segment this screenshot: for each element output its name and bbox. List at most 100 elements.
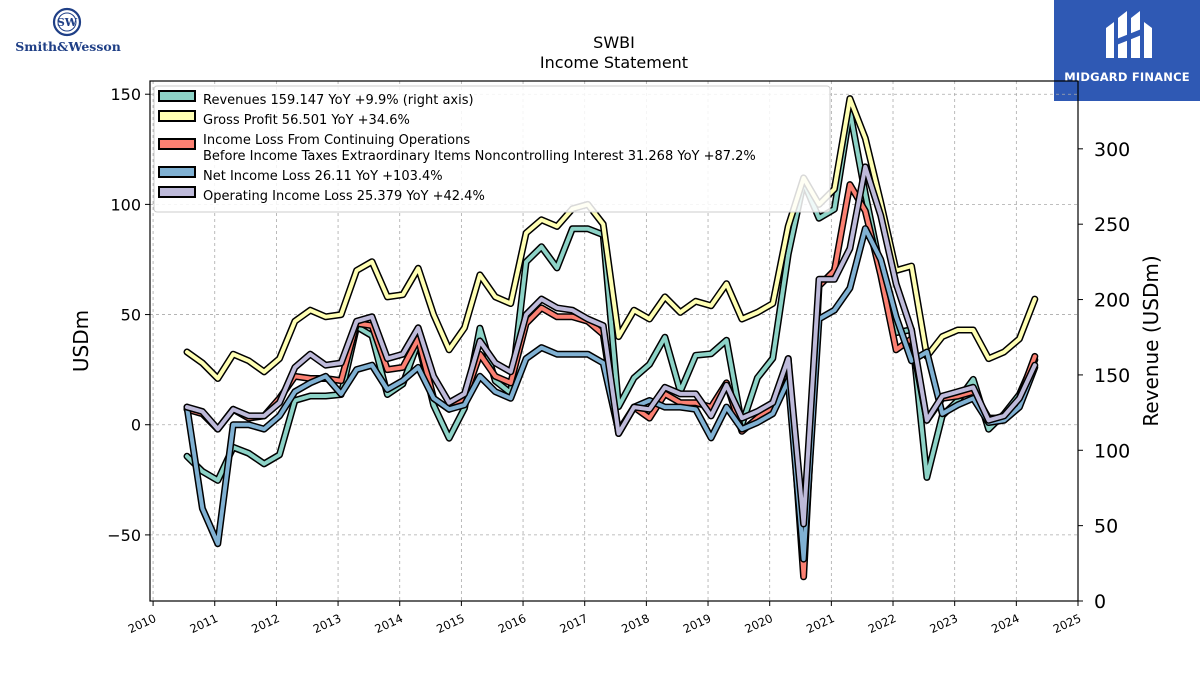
data-point <box>540 246 543 248</box>
data-point <box>895 349 897 351</box>
data-point <box>402 379 404 382</box>
plot-frame <box>149 80 1079 602</box>
data-point <box>1034 364 1036 367</box>
data-point <box>987 428 990 431</box>
smith-wesson-logo: SW Smith&Wesson <box>8 6 128 56</box>
data-point <box>879 214 882 217</box>
data-point <box>509 397 512 400</box>
data-point <box>772 412 774 415</box>
svg-text:SW: SW <box>57 16 78 29</box>
data-point <box>494 362 497 364</box>
x-tick-label: 2023 <box>927 611 959 636</box>
data-point <box>849 247 851 250</box>
data-point <box>633 377 635 379</box>
x-tick-label: 2010 <box>126 611 158 636</box>
data-point <box>402 353 404 356</box>
data-point <box>540 298 543 300</box>
data-point <box>509 371 512 373</box>
data-point <box>957 390 959 393</box>
data-point <box>278 401 281 404</box>
data-point <box>525 261 527 263</box>
data-point <box>818 217 820 219</box>
data-point <box>371 364 373 367</box>
data-point <box>710 415 712 417</box>
data-point <box>386 388 389 391</box>
data-point <box>849 97 851 100</box>
data-point <box>463 404 466 406</box>
midgard-logo-text: MIDGARD FINANCE <box>1064 70 1190 84</box>
legend-swatch <box>158 138 196 150</box>
data-point <box>633 309 635 312</box>
data-point <box>417 366 420 369</box>
legend-label: Before Income Taxes Extraordinary Items … <box>203 149 756 164</box>
data-point <box>432 397 435 400</box>
data-point <box>232 423 234 426</box>
data-point <box>879 274 882 276</box>
data-point <box>525 313 527 316</box>
data-point <box>926 351 928 353</box>
data-point <box>910 360 913 362</box>
data-point <box>494 296 497 298</box>
data-point <box>648 363 651 366</box>
data-point <box>864 166 867 168</box>
data-point <box>833 208 836 210</box>
data-point <box>294 366 296 369</box>
legend-label: Gross Profit 56.501 YoY +34.6% <box>203 113 410 128</box>
data-point <box>910 265 913 267</box>
data-point <box>664 296 666 298</box>
data-point <box>957 329 959 331</box>
data-point <box>602 362 604 364</box>
y-axis-label: USDm <box>69 310 93 372</box>
data-point <box>371 260 373 263</box>
data-point <box>263 371 265 373</box>
data-point <box>355 320 358 323</box>
data-point <box>679 401 682 404</box>
data-point <box>232 353 234 356</box>
midgard-finance-logo: MIDGARD FINANCE <box>1054 0 1200 101</box>
y-tick-label: 100 <box>110 195 141 214</box>
data-point <box>1003 351 1005 353</box>
data-point <box>525 232 527 234</box>
legend-label: Operating Income Loss 25.379 YoY +42.4% <box>203 189 485 204</box>
y2-tick-label: 100 <box>1094 440 1130 462</box>
data-point <box>725 406 728 408</box>
data-point <box>355 368 358 371</box>
data-point <box>556 225 558 228</box>
data-point <box>463 327 466 329</box>
data-point <box>556 267 558 269</box>
legend-swatch <box>158 90 196 102</box>
data-point <box>217 479 219 482</box>
data-point <box>386 393 389 396</box>
data-point <box>926 419 928 422</box>
data-point <box>309 353 312 356</box>
data-point <box>926 476 928 479</box>
x-tick-label: 2015 <box>434 611 466 636</box>
data-point <box>324 395 327 397</box>
smith-wesson-emblem-icon: SW Smith&Wesson <box>15 7 121 54</box>
chart-subtitle: Income Statement <box>540 53 688 72</box>
data-point <box>833 309 836 312</box>
data-point <box>741 417 743 419</box>
data-point <box>186 406 188 408</box>
y2-tick-label: 50 <box>1094 516 1118 538</box>
series-line <box>185 164 1037 526</box>
data-point <box>324 316 327 318</box>
data-point <box>987 357 990 360</box>
data-point <box>679 393 682 395</box>
data-point <box>263 415 265 417</box>
data-point <box>525 357 527 360</box>
data-point <box>648 417 651 419</box>
data-point <box>386 357 389 360</box>
data-point <box>247 360 250 362</box>
data-point <box>1034 355 1036 358</box>
x-tick-label: 2016 <box>496 611 528 636</box>
data-point <box>479 375 481 378</box>
data-point <box>710 353 712 355</box>
data-point <box>463 393 466 395</box>
data-point <box>602 223 604 225</box>
data-point <box>772 302 774 305</box>
legend-label: Income Loss From Continuing Operations <box>203 133 470 148</box>
y-tick-label: 150 <box>110 85 141 104</box>
data-point <box>294 320 296 323</box>
